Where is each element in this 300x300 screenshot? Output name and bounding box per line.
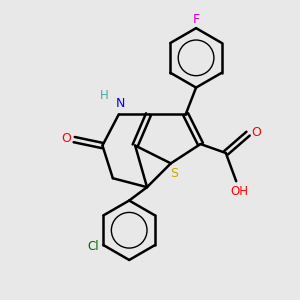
- Text: Cl: Cl: [87, 240, 99, 253]
- Text: O: O: [61, 132, 71, 145]
- Text: F: F: [193, 13, 200, 26]
- Text: S: S: [170, 167, 178, 180]
- Text: N: N: [116, 97, 125, 110]
- Text: OH: OH: [230, 185, 248, 198]
- Text: H: H: [100, 89, 108, 102]
- Text: O: O: [251, 126, 261, 139]
